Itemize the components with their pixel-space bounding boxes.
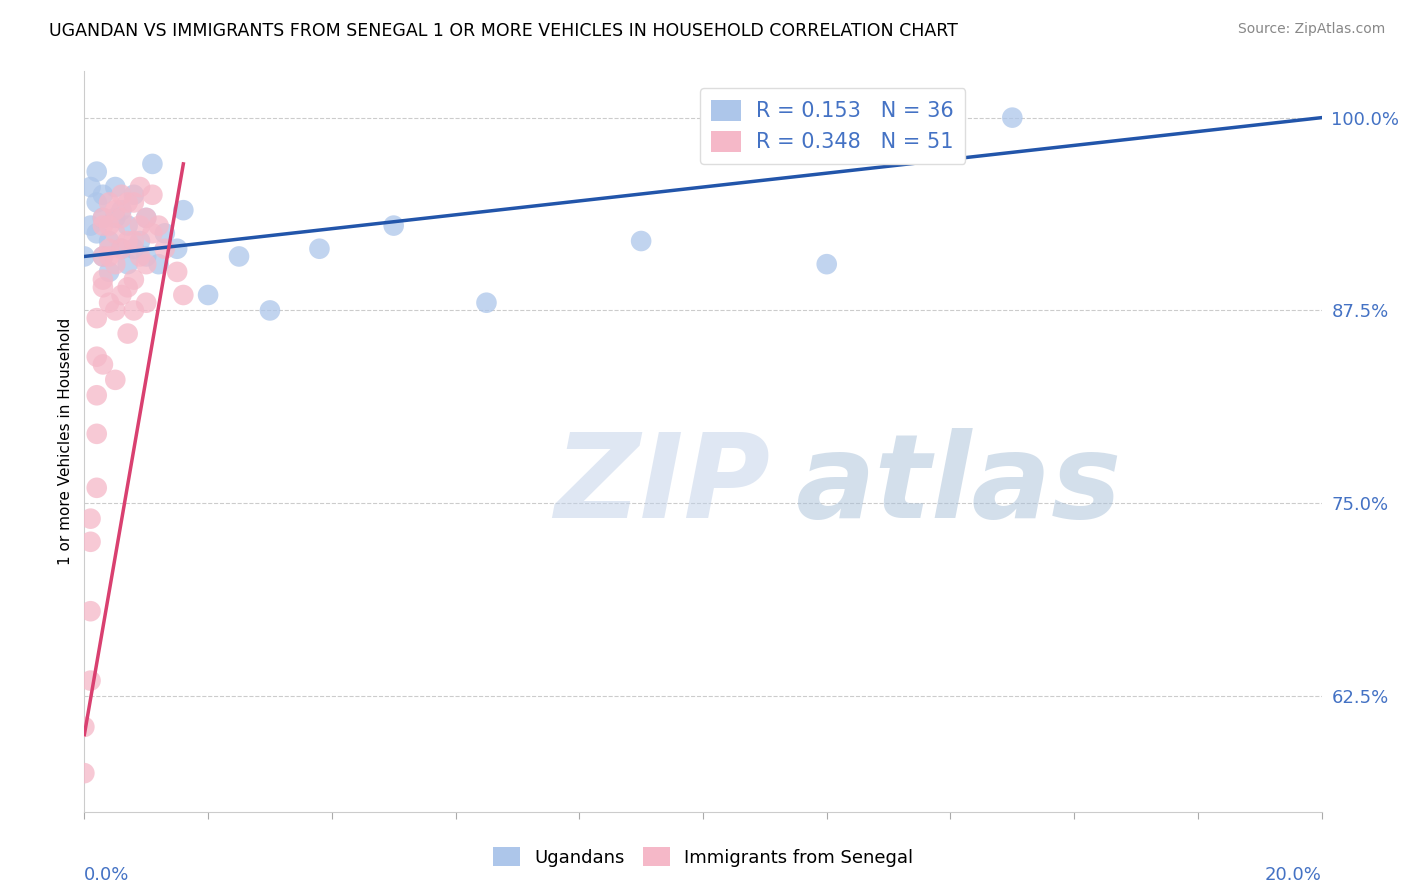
Point — [98, 265, 121, 279]
Point — [73, 250, 96, 264]
Point — [104, 373, 127, 387]
Text: Source: ZipAtlas.com: Source: ZipAtlas.com — [1237, 22, 1385, 37]
Point — [122, 234, 145, 248]
Point — [153, 242, 176, 256]
Y-axis label: 1 or more Vehicles in Household: 1 or more Vehicles in Household — [58, 318, 73, 566]
Point — [86, 164, 108, 178]
Point — [86, 227, 108, 241]
Point — [110, 242, 132, 256]
Legend: Ugandans, Immigrants from Senegal: Ugandans, Immigrants from Senegal — [485, 840, 921, 874]
Point — [104, 211, 127, 225]
Point — [117, 219, 139, 233]
Point — [117, 326, 139, 341]
Text: UGANDAN VS IMMIGRANTS FROM SENEGAL 1 OR MORE VEHICLES IN HOUSEHOLD CORRELATION C: UGANDAN VS IMMIGRANTS FROM SENEGAL 1 OR … — [49, 22, 957, 40]
Point — [110, 288, 132, 302]
Point — [122, 242, 145, 256]
Point — [91, 280, 114, 294]
Point — [104, 227, 127, 241]
Point — [86, 350, 108, 364]
Point — [79, 511, 101, 525]
Point — [117, 257, 139, 271]
Point — [135, 257, 157, 271]
Point — [135, 295, 157, 310]
Point — [98, 234, 121, 248]
Point — [129, 219, 152, 233]
Point — [86, 481, 108, 495]
Point — [98, 242, 121, 256]
Point — [122, 195, 145, 210]
Point — [117, 195, 139, 210]
Point — [172, 203, 194, 218]
Point — [148, 219, 170, 233]
Point — [135, 250, 157, 264]
Point — [79, 534, 101, 549]
Point — [91, 358, 114, 372]
Point — [122, 272, 145, 286]
Text: ZIP: ZIP — [554, 428, 770, 543]
Point — [110, 187, 132, 202]
Point — [79, 219, 101, 233]
Point — [308, 242, 330, 256]
Point — [117, 280, 139, 294]
Point — [110, 242, 132, 256]
Text: atlas: atlas — [796, 428, 1122, 543]
Point — [135, 211, 157, 225]
Point — [91, 211, 114, 225]
Point — [129, 234, 152, 248]
Text: 20.0%: 20.0% — [1265, 866, 1322, 884]
Point — [79, 604, 101, 618]
Point — [98, 295, 121, 310]
Point — [98, 250, 121, 264]
Point — [122, 303, 145, 318]
Point — [197, 288, 219, 302]
Point — [104, 257, 127, 271]
Point — [475, 295, 498, 310]
Point — [815, 257, 838, 271]
Point — [104, 303, 127, 318]
Point — [141, 187, 163, 202]
Point — [135, 211, 157, 225]
Point — [104, 203, 127, 218]
Point — [110, 203, 132, 218]
Point — [110, 211, 132, 225]
Point — [79, 180, 101, 194]
Point — [166, 242, 188, 256]
Point — [91, 187, 114, 202]
Point — [117, 234, 139, 248]
Point — [172, 288, 194, 302]
Point — [104, 180, 127, 194]
Point — [630, 234, 652, 248]
Point — [73, 720, 96, 734]
Point — [141, 227, 163, 241]
Point — [129, 250, 152, 264]
Point — [86, 311, 108, 326]
Point — [86, 388, 108, 402]
Point — [228, 250, 250, 264]
Point — [91, 250, 114, 264]
Point — [91, 219, 114, 233]
Point — [259, 303, 281, 318]
Point — [86, 426, 108, 441]
Legend: R = 0.153   N = 36, R = 0.348   N = 51: R = 0.153 N = 36, R = 0.348 N = 51 — [700, 88, 966, 164]
Point — [382, 219, 405, 233]
Point — [73, 766, 96, 780]
Point — [79, 673, 101, 688]
Point — [91, 211, 114, 225]
Point — [166, 265, 188, 279]
Point — [148, 257, 170, 271]
Point — [122, 187, 145, 202]
Point — [129, 180, 152, 194]
Point — [98, 195, 121, 210]
Text: 0.0%: 0.0% — [84, 866, 129, 884]
Point — [153, 227, 176, 241]
Point — [1001, 111, 1024, 125]
Point — [91, 250, 114, 264]
Point — [98, 219, 121, 233]
Point — [91, 272, 114, 286]
Point — [86, 195, 108, 210]
Point — [141, 157, 163, 171]
